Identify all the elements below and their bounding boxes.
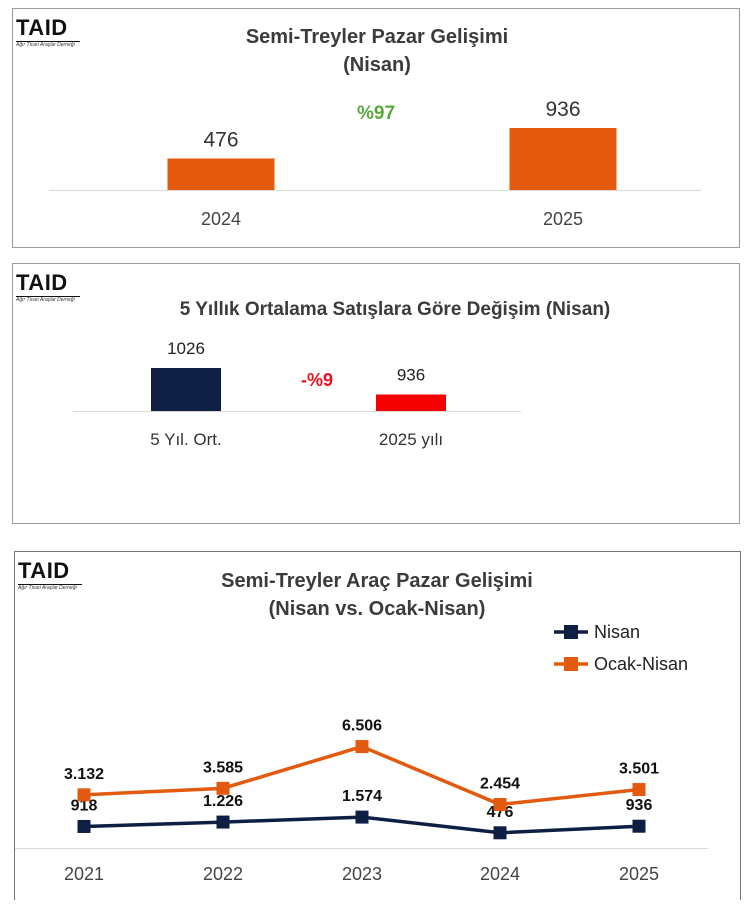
data-point (355, 810, 369, 824)
data-label: 1.574 (342, 788, 382, 805)
data-label: 918 (71, 797, 98, 814)
data-label: 936 (545, 98, 580, 121)
legend-marker-Nisan (564, 625, 578, 639)
data-label: 936 (626, 797, 653, 814)
x-tick-label: 2021 (64, 864, 104, 884)
logo-subtitle: Ağır Ticari Araçlar Derneği (16, 297, 75, 303)
data-label: 1.226 (203, 793, 243, 810)
x-tick-label: 5 Yıl. Ort. (150, 430, 222, 449)
logo-text: TAID (16, 270, 68, 295)
data-point (77, 788, 91, 802)
chart-panel-nisan: TAID Ağır Ticari Araçlar Derneği Semi-Tr… (12, 8, 740, 248)
chart-subtitle: (Nisan) (343, 54, 411, 76)
data-label: 936 (397, 366, 425, 385)
chart-panel-line: TAID Ağır Ticari Araçlar Derneği Semi-Tr… (14, 551, 741, 900)
chart-panel-5yil: TAID Ağır Ticari Araçlar Derneği 5 Yıllı… (12, 263, 740, 524)
x-tick-label: 2024 (201, 209, 241, 229)
logo-text: TAID (18, 558, 70, 583)
data-point (216, 815, 230, 829)
line-chart: Semi-Treyler Araç Pazar Gelişimi (Nisan … (15, 570, 708, 884)
logo-subtitle: Ağır Ticari Araçlar Derneği (16, 42, 75, 48)
data-label: 1026 (167, 339, 205, 358)
x-tick-label: 2025 (619, 864, 659, 884)
legend-label: Ocak-Nisan (594, 654, 688, 674)
data-point (355, 740, 369, 754)
data-label: 3.132 (64, 766, 104, 783)
x-tick-label: 2025 (543, 209, 583, 229)
x-tick-label: 2022 (203, 864, 243, 884)
x-tick-label: 2023 (342, 864, 382, 884)
chart-title: Semi-Treyler Araç Pazar Gelişimi (221, 570, 533, 592)
chart-subtitle: (Nisan vs. Ocak-Nisan) (269, 598, 486, 620)
data-point (216, 781, 230, 795)
bar-2025 (509, 128, 617, 190)
chart-title: 5 Yıllık Ortalama Satışlara Göre Değişim… (180, 299, 611, 320)
taid-logo: TAID Ağır Ticari Araçlar Derneği (16, 272, 86, 304)
data-label: 476 (487, 804, 514, 821)
data-label: 6.506 (342, 718, 382, 735)
logo-text: TAID (16, 15, 68, 40)
data-point (632, 819, 646, 833)
legend-label: Nisan (594, 622, 640, 642)
bar-2024 (167, 158, 275, 190)
bar-1 (376, 394, 446, 411)
data-point (77, 819, 91, 833)
data-label: 3.585 (203, 759, 243, 776)
change-label: %97 (357, 103, 395, 124)
data-point (632, 783, 646, 797)
taid-logo: TAID Ağır Ticari Araçlar Derneği (16, 17, 86, 49)
x-tick-label: 2025 yılı (379, 430, 443, 449)
x-tick-label: 2024 (480, 864, 520, 884)
chart-title: Semi-Treyler Pazar Gelişimi (246, 26, 508, 48)
bar-chart-5yil: 5 Yıllık Ortalama Satışlara Göre Değişim… (73, 299, 611, 449)
data-label: 2.454 (480, 776, 520, 793)
change-label: -%9 (301, 370, 333, 390)
data-point (493, 826, 507, 840)
logo-subtitle: Ağır Ticari Araçlar Derneği (18, 585, 77, 591)
data-point (493, 798, 507, 812)
data-label: 476 (203, 128, 238, 151)
bar-0 (151, 368, 221, 411)
data-label: 3.501 (619, 761, 659, 778)
taid-logo: TAID Ağır Ticari Araçlar Derneği (18, 560, 88, 592)
bar-chart-nisan: Semi-Treyler Pazar Gelişimi (Nisan) %97 … (49, 26, 701, 229)
legend-marker-Ocak-Nisan (564, 657, 578, 671)
